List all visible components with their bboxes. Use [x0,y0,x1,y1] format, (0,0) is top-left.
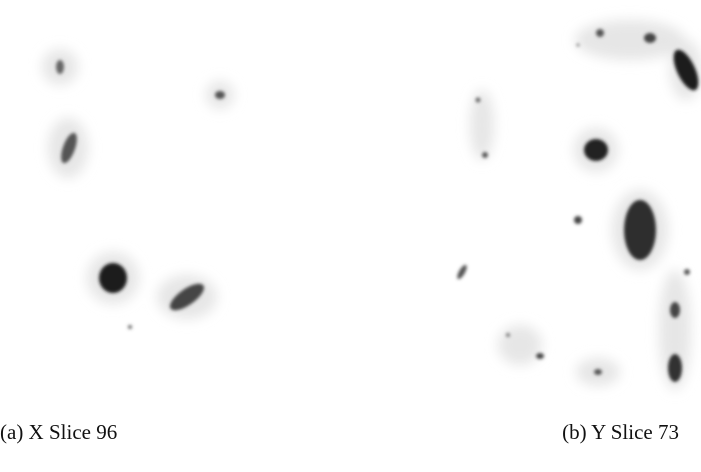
slice-images [42,20,701,390]
panel-b-image [457,20,701,390]
panel-b-caption: (b) Y Slice 73 [562,420,679,444]
panel-a-image [42,49,234,329]
panel-a-caption: (a) X Slice 96 [0,420,118,444]
